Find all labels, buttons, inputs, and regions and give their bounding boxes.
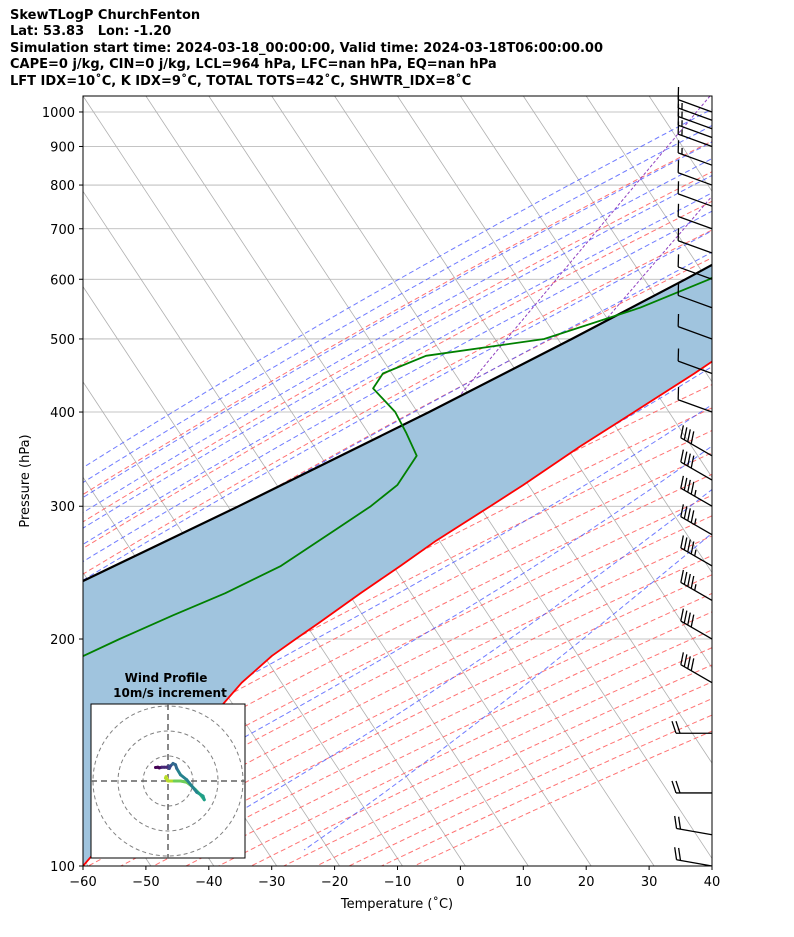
wind-barb <box>680 475 713 507</box>
indices-line-1: CAPE=0 j/kg, CIN=0 j/kg, LCL=964 hPa, LF… <box>10 57 497 73</box>
indices-line-2: LFT IDX=10˚C, K IDX=9˚C, TOTAL TOTS=42˚C… <box>10 73 472 89</box>
parcel-profile-line <box>83 263 712 583</box>
mixing-ratio-line <box>526 195 712 413</box>
wind-barb <box>677 140 713 166</box>
wind-barb <box>680 504 713 536</box>
dry-adiabat <box>83 140 712 496</box>
hodograph-title: Wind Profile <box>125 671 208 685</box>
chart-header: SkewTLogP ChurchFenton Lat: 53.83 Lon: -… <box>10 8 603 90</box>
wind-barb <box>677 103 713 130</box>
y-tick-label: 500 <box>50 333 75 348</box>
wind-barb <box>677 254 713 280</box>
isotherm <box>711 96 712 97</box>
x-tick-label: 40 <box>704 875 721 890</box>
hodograph-content <box>91 704 245 858</box>
chart-title: SkewTLogP ChurchFenton <box>10 8 201 23</box>
x-tick-label: −30 <box>258 875 285 890</box>
hodograph-inset: Wind Profile 10m/s increment <box>90 671 246 859</box>
wind-barb <box>677 387 713 413</box>
wind-barb <box>677 95 713 121</box>
dry-adiabat <box>83 200 712 549</box>
hodograph-ring <box>117 730 219 832</box>
y-tick-label: 100 <box>50 860 75 875</box>
dry-adiabat <box>83 229 712 575</box>
x-axis-label: Temperature (˚C) <box>340 896 453 912</box>
x-tick-label: −60 <box>69 875 96 890</box>
wind-barb <box>677 203 713 230</box>
wind-barb <box>674 847 713 867</box>
moist-adiabat <box>83 192 712 545</box>
x-tick-label: −40 <box>195 875 222 890</box>
isotherm <box>334 96 712 669</box>
wind-barb <box>677 282 713 309</box>
dry-adiabat <box>83 494 712 815</box>
isotherm <box>83 285 466 866</box>
y-tick-label: 900 <box>50 140 75 155</box>
cape-cin-fill <box>83 264 712 866</box>
x-tick-label: −10 <box>384 875 411 890</box>
x-tick-label: 30 <box>641 875 658 890</box>
cin-area <box>83 264 712 866</box>
moist-adiabat <box>172 488 712 851</box>
x-tick-label: 10 <box>515 875 532 890</box>
y-tick-label: 800 <box>50 179 75 194</box>
dry-adiabat <box>83 171 712 523</box>
y-tick-label: 400 <box>50 406 75 421</box>
y-tick-label: 600 <box>50 273 75 288</box>
dry-adiabat <box>83 452 712 776</box>
y-tick-label: 200 <box>50 633 75 648</box>
dry-adiabat <box>83 535 712 852</box>
wind-barb <box>680 425 713 457</box>
wind-barb <box>677 112 713 139</box>
wind-barb <box>677 348 713 375</box>
y-tick-label: 1000 <box>42 106 75 121</box>
wind-barb <box>671 780 712 794</box>
wind-barb <box>677 228 713 254</box>
isotherm <box>83 857 89 866</box>
wind-barb <box>680 569 713 602</box>
wind-barb <box>677 160 713 186</box>
isotherm <box>522 96 712 383</box>
isotherm <box>460 96 712 478</box>
moist-adiabat <box>83 230 712 581</box>
temperature-line <box>83 360 712 866</box>
wind-barb <box>677 121 713 148</box>
x-tick-label: 20 <box>578 875 595 890</box>
wind-barbs <box>671 87 713 867</box>
isotherm <box>83 381 403 866</box>
isotherm <box>83 190 529 866</box>
y-axis-label: Pressure (hPa) <box>18 434 33 527</box>
y-tick-label: 300 <box>50 500 75 515</box>
isotherm <box>585 96 712 288</box>
moist-adiabat <box>83 157 712 514</box>
wind-barb <box>674 815 713 836</box>
location-line: Lat: 53.83 Lon: -1.20 <box>10 24 172 40</box>
x-tick-label: −50 <box>132 875 159 890</box>
wind-barb <box>680 535 713 567</box>
wind-barb <box>680 652 713 684</box>
moist-adiabat <box>83 108 712 469</box>
axes: −60 −50 −40 −30 −20 −10 0 10 20 30 40 1000 900 800 700… <box>42 106 720 890</box>
y-tick-label: 700 <box>50 223 75 238</box>
wind-barb <box>677 87 713 113</box>
mixing-ratio-line <box>445 96 711 413</box>
wind-barb <box>671 721 712 734</box>
wind-barb <box>680 608 713 640</box>
isotherm <box>648 96 712 193</box>
hodograph-segment <box>185 778 199 794</box>
x-tick-label: 0 <box>456 875 464 890</box>
wind-barb <box>677 181 713 207</box>
wind-barb <box>677 313 713 340</box>
moist-adiabat <box>83 141 712 499</box>
dewpoint-line <box>83 276 712 658</box>
x-tick-label: −20 <box>321 875 348 890</box>
moist-adiabat <box>83 124 712 484</box>
wind-barb <box>680 449 713 481</box>
hodograph-subtitle: 10m/s increment <box>113 686 227 700</box>
time-line: Simulation start time: 2024-03-18_00:00:… <box>10 40 603 56</box>
profiles <box>83 263 712 866</box>
